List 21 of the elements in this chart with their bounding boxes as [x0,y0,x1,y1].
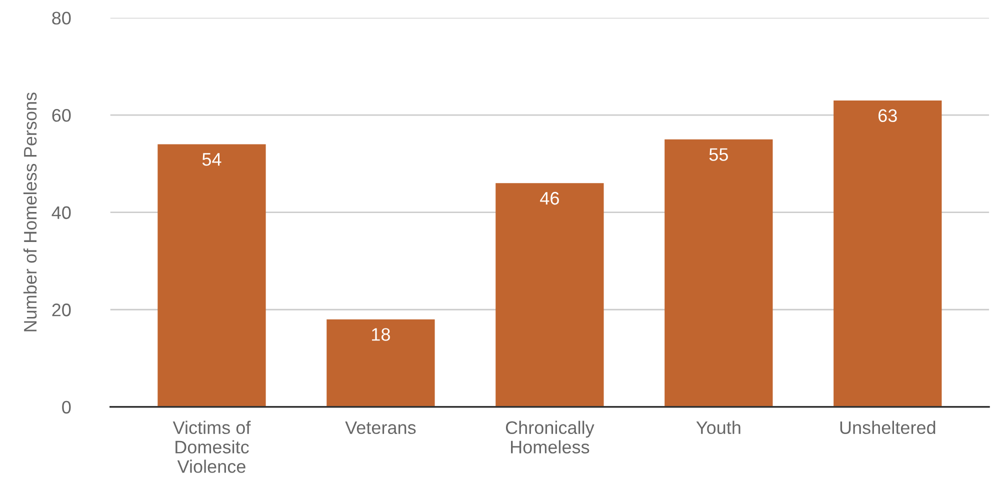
y-tick-label: 80 [52,12,71,25]
bar [834,100,942,407]
y-tick-label: 0 [62,400,71,414]
data-label: 54 [202,153,222,166]
bar [496,183,604,407]
bar [664,139,773,407]
x-tick-label: Veterans [345,421,416,434]
x-tick-label: Youth [696,420,740,434]
data-label: 55 [709,148,728,161]
y-tick-label: 40 [52,206,71,220]
bar [158,144,266,407]
data-label: 18 [372,328,390,341]
x-tick-label: Chronically Homeless [506,420,594,454]
y-tick-label: 20 [52,304,71,316]
y-axis-title: Number of Homeless Persons [23,92,37,332]
data-label: 63 [878,109,897,122]
x-tick-label: Victims of Domesitc Violence [172,420,251,473]
bar [326,319,435,407]
data-label: 46 [540,192,559,205]
x-tick-label: Unsheltered [840,420,936,434]
y-tick-label: 60 [52,109,71,122]
